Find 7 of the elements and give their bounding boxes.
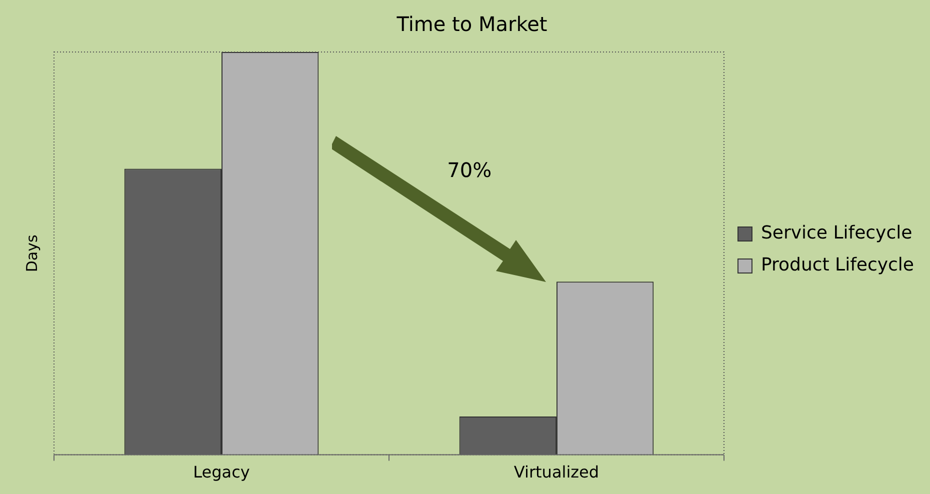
- x-tick-label: Virtualized: [514, 462, 600, 482]
- annotation: 70%: [447, 158, 492, 182]
- x-tick-label: Legacy: [193, 462, 250, 482]
- legend-label: Product Lifecycle: [760, 254, 914, 276]
- chart-title: Time to Market: [396, 12, 548, 36]
- y-axis-title: Days: [22, 234, 41, 272]
- legend-label: Service Lifecycle: [760, 222, 912, 244]
